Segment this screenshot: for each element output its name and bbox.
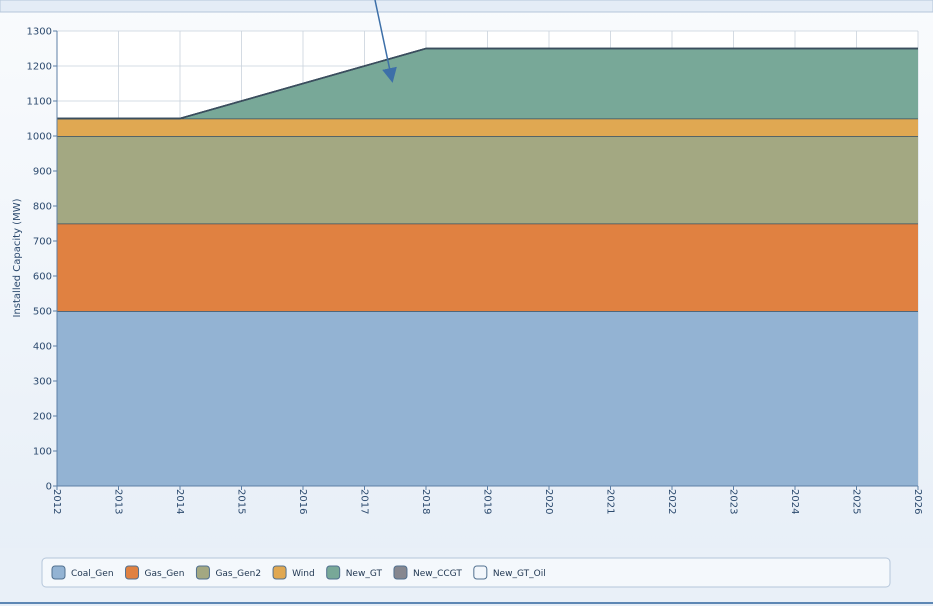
- y-tick-label: 900: [33, 167, 52, 178]
- x-tick-label: 2018: [420, 489, 431, 514]
- x-tick-label: 2017: [359, 489, 370, 514]
- y-tick-label: 400: [33, 342, 52, 353]
- legend-swatch: [195, 565, 210, 580]
- top-strip: [0, 0, 933, 13]
- legend-label: New_CCGT: [413, 569, 462, 579]
- areas: [57, 47, 918, 486]
- legend: [41, 557, 891, 588]
- x-tick-label: 2026: [912, 489, 923, 514]
- x-tick-label: 2012: [51, 489, 62, 514]
- y-tick-label: 100: [33, 447, 52, 458]
- area-edge: [57, 47, 918, 120]
- y-axis-label: Installed Capacity (MW): [12, 198, 23, 317]
- y-tick-label: 700: [33, 237, 52, 248]
- legend-label: Coal_Gen: [71, 569, 114, 579]
- x-tick-label: 2025: [851, 489, 862, 514]
- legend-swatch: [473, 565, 488, 580]
- axes: 0 100 200 300 400 500 600 700 800 900 1000 1100 1200…: [27, 27, 923, 515]
- legend-label: New_GT_Oil: [493, 569, 546, 579]
- y-tick-label: 1000: [27, 132, 52, 143]
- y-tick-label: 600: [33, 272, 52, 283]
- x-tick-label: 2023: [728, 489, 739, 514]
- x-tick-label: 2019: [482, 489, 493, 514]
- area: [57, 136, 918, 224]
- y-tick-label: 1200: [27, 62, 52, 73]
- x-tick-label: 2022: [666, 489, 677, 514]
- y-tick-label: 500: [33, 307, 52, 318]
- x-tick-label: 2021: [605, 489, 616, 514]
- x-tick-label: 2014: [174, 489, 185, 514]
- legend-swatch: [51, 565, 66, 580]
- area: [57, 118, 918, 136]
- legend-swatch: [326, 565, 341, 580]
- area: [57, 311, 918, 486]
- y-tick-label: 0: [46, 482, 52, 493]
- legend-items: Coal_Gen Gas_Gen Gas_Gen2 Wind New_GT New_CCG…: [51, 565, 546, 580]
- legend-label: Wind: [292, 569, 315, 579]
- area: [57, 48, 918, 119]
- y-tick-label: 200: [33, 412, 52, 423]
- y-tick-label: 1100: [27, 97, 52, 108]
- x-tick-label: 2016: [297, 489, 308, 514]
- legend-swatch: [393, 565, 408, 580]
- area: [57, 223, 918, 311]
- legend-swatch: [272, 565, 287, 580]
- y-tick-label: 800: [33, 202, 52, 213]
- legend-label: Gas_Gen: [145, 569, 185, 579]
- x-tick-label: 2020: [543, 489, 554, 514]
- legend-label: New_GT: [346, 569, 383, 579]
- x-tick-label: 2015: [236, 489, 247, 514]
- legend-label: Gas_Gen2: [215, 569, 261, 579]
- legend-swatch: [125, 565, 140, 580]
- x-tick-label: 2024: [789, 489, 800, 514]
- y-tick-label: 1300: [27, 27, 52, 38]
- y-tick-label: 300: [33, 377, 52, 388]
- x-tick-label: 2013: [113, 489, 124, 514]
- annotation-arrow: [374, 0, 397, 83]
